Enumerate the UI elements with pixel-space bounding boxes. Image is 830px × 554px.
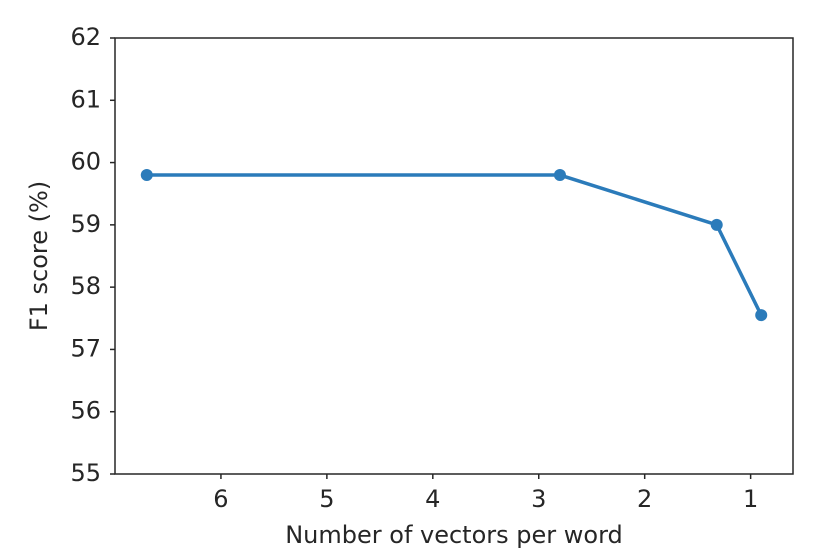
point bbox=[710, 218, 723, 231]
line bbox=[146, 173, 763, 316]
point bbox=[755, 309, 768, 322]
x-tick-label: 4 bbox=[425, 485, 440, 513]
x-tick-label: 3 bbox=[531, 485, 546, 513]
y-axis-label: F1 score (%) bbox=[25, 181, 53, 331]
y-tick-label: 57 bbox=[70, 334, 101, 362]
y-tick-label: 60 bbox=[70, 148, 101, 176]
plot-frame bbox=[114, 37, 794, 475]
x-tick-label: 2 bbox=[637, 485, 652, 513]
x-axis-label: Number of vectors per word bbox=[285, 521, 623, 549]
point bbox=[140, 169, 153, 182]
point bbox=[553, 169, 566, 182]
x-tick-label: 5 bbox=[319, 485, 334, 513]
x-tick-label: 6 bbox=[213, 485, 228, 513]
y-tick-label: 56 bbox=[70, 397, 101, 425]
x-tick-label: 1 bbox=[743, 485, 758, 513]
y-tick-label: 62 bbox=[70, 23, 101, 51]
y-tick-label: 55 bbox=[70, 459, 101, 487]
y-tick-label: 61 bbox=[70, 85, 101, 113]
y-tick-label: 59 bbox=[70, 210, 101, 238]
y-tick-label: 58 bbox=[70, 272, 101, 300]
